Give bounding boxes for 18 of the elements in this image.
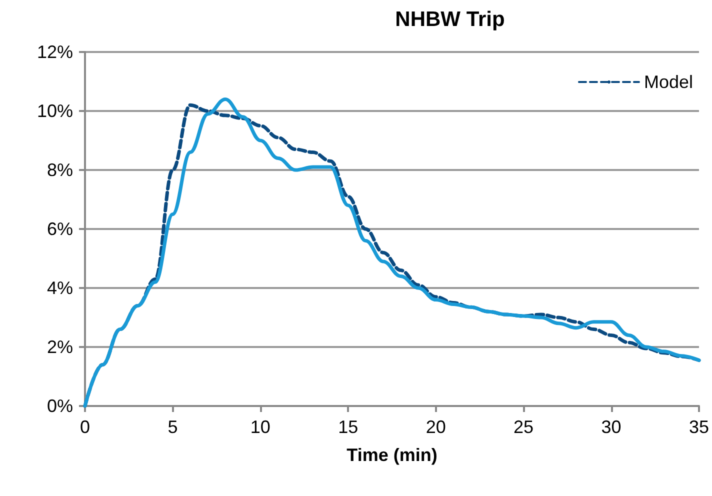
- y-tick-label: 6%: [46, 219, 73, 239]
- chart-title: NHBW Trip: [395, 8, 505, 31]
- x-tick-label: 5: [168, 417, 178, 437]
- x-tick-label: 30: [601, 417, 622, 437]
- x-tick-label: 20: [426, 417, 446, 437]
- y-tick-label: 8%: [46, 160, 73, 180]
- x-tick-label: 0: [80, 417, 90, 437]
- y-tick-label: 0%: [46, 396, 73, 416]
- x-tick-label: 25: [514, 417, 534, 437]
- x-tick-label: 35: [688, 417, 710, 437]
- x-axis-title: Time (min): [346, 445, 438, 465]
- x-tick-label: 10: [250, 417, 270, 437]
- legend-label: Model: [644, 72, 694, 92]
- y-tick-label: 4%: [46, 278, 73, 298]
- y-tick-label: 12%: [36, 42, 73, 62]
- y-tick-label: 2%: [46, 337, 73, 357]
- y-tick-label: 10%: [36, 101, 73, 121]
- x-tick-label: 15: [338, 417, 358, 437]
